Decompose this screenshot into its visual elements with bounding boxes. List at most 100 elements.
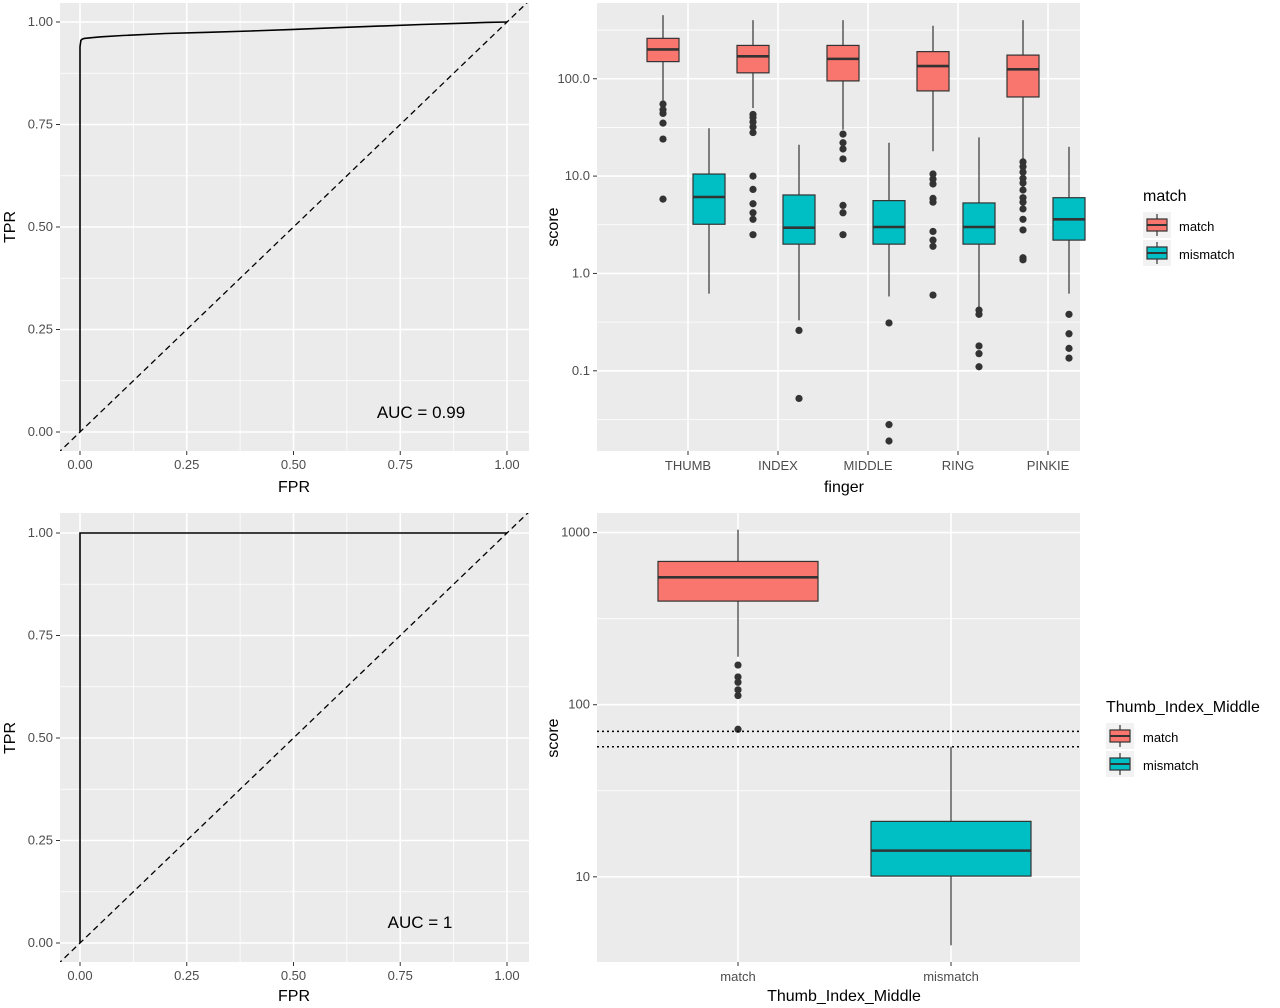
box-iqr (826, 44, 860, 82)
roc1-x-title: FPR (278, 479, 310, 496)
y-tick-label: 1.00 (28, 14, 53, 29)
boxplot-plot-area: 10 100 1000 match mismatch (561, 513, 1080, 984)
outlier-point (839, 130, 847, 138)
roc-chart-fingers: 0.00 0.25 0.50 0.75 1.00 0.00 0.25 0.50 0.75 1.00… (2, 3, 529, 496)
boxplot-chart-fingers: 0.1 1.0 10.0 100.0 THUMB INDEX MIDDLE RING PINKI… (545, 3, 1235, 496)
y-tick-label: 0.75 (28, 628, 53, 643)
x-tick-label: 0.50 (281, 968, 306, 983)
box-iqr (657, 560, 819, 602)
x-tick-label: 0.25 (174, 457, 199, 472)
legend1-title: match (1143, 188, 1187, 205)
outlier-point (1065, 354, 1073, 362)
outlier-point (885, 437, 893, 445)
x-tick-label: 0.75 (388, 457, 413, 472)
roc-chart-combined: 0.00 0.25 0.50 0.75 1.00 0.00 0.25 0.50 0.75 1.00… (2, 513, 529, 1005)
box-iqr (1006, 54, 1040, 98)
x-tick-label: MIDDLE (843, 458, 892, 473)
roc2-y-title: TPR (2, 722, 19, 754)
outlier-point (749, 118, 757, 126)
outlier-point (734, 678, 742, 686)
legend-thumb-index-middle: Thumb_Index_Middle match mismatch (1106, 699, 1260, 777)
legend-match: match match mismatch (1143, 188, 1235, 266)
x-tick-label: 1.00 (494, 968, 519, 983)
outlier-point (975, 350, 983, 358)
outlier-point (1019, 256, 1027, 264)
outlier-point (749, 185, 757, 194)
box-iqr (692, 173, 726, 225)
x-tick-label: 0.25 (174, 968, 199, 983)
outlier-point (659, 195, 667, 203)
outlier-point (749, 123, 757, 131)
y-tick-label: 1.00 (28, 525, 53, 540)
outlier-point (734, 691, 742, 700)
outlier-point (1065, 344, 1073, 352)
box-iqr (736, 44, 770, 74)
chance-diagonal-line (60, 3, 528, 451)
roc-plot-area: 0.00 0.25 0.50 0.75 1.00 0.00 0.25 0.50 0.75 1.00 (28, 513, 529, 983)
outlier-point (1019, 226, 1027, 234)
outlier-point (1019, 186, 1027, 194)
outlier-point (749, 231, 757, 239)
outlier-point (839, 201, 847, 210)
x-tick-label: PINKIE (1027, 458, 1070, 473)
outlier-point (749, 172, 757, 180)
x-tick-label: match (720, 969, 755, 984)
y-tick-label: 10 (576, 869, 590, 884)
y-tick-label: 0.00 (28, 424, 53, 439)
legend2-label-match: match (1143, 730, 1178, 745)
outlier-point (929, 291, 937, 299)
boxplot-chart-combined: 10 100 1000 match mismatch Thumb_Index_Middl… (545, 513, 1260, 1005)
y-tick-label: 1.0 (572, 265, 590, 280)
outlier-point (839, 139, 847, 147)
x-tick-label: 0.00 (67, 457, 92, 472)
outlier-point (1019, 205, 1027, 213)
y-tick-label: 100 (568, 697, 590, 712)
outlier-point (734, 661, 742, 669)
legend2-label-mismatch: mismatch (1143, 758, 1199, 773)
x-tick-label: 0.75 (388, 968, 413, 983)
outlier-point (929, 242, 937, 250)
outlier-point (1019, 179, 1027, 187)
outlier-point (795, 326, 803, 334)
outlier-point (929, 170, 937, 178)
roc2-x-title: FPR (278, 988, 310, 1005)
boxplot-plot-area: 0.1 1.0 10.0 100.0 THUMB INDEX MIDDLE RING PINKI… (557, 3, 1086, 473)
x-tick-label: THUMB (665, 458, 711, 473)
outlier-point (734, 686, 742, 694)
outlier-point (929, 236, 937, 244)
y-tick-label: 1000 (561, 525, 590, 540)
y-tick-label: 0.75 (28, 117, 53, 132)
outlier-point (839, 231, 847, 239)
y-tick-label: 100.0 (557, 71, 590, 86)
box2-y-title: score (545, 718, 562, 757)
outlier-point (659, 109, 667, 118)
outlier-point (929, 198, 937, 206)
box2-x-title: Thumb_Index_Middle (767, 988, 921, 1005)
outlier-point (885, 421, 893, 429)
outlier-point (1065, 330, 1073, 338)
outlier-point (1065, 310, 1073, 318)
x-tick-label: 1.00 (494, 457, 519, 472)
outlier-point (749, 215, 757, 223)
y-tick-label: 0.50 (28, 219, 53, 234)
outlier-point (1019, 168, 1027, 176)
box-iqr (962, 202, 996, 245)
box-iqr (782, 194, 816, 245)
outlier-point (749, 128, 757, 137)
outlier-point (659, 119, 667, 127)
outlier-point (975, 342, 983, 350)
box1-y-title: score (545, 207, 562, 246)
x-tick-label: 0.50 (281, 457, 306, 472)
legend1-keys (1143, 212, 1171, 266)
outlier-point (839, 155, 847, 163)
outlier-point (1019, 198, 1027, 206)
box-iqr (870, 820, 1032, 877)
roc1-y-title: TPR (2, 211, 19, 243)
y-tick-label: 0.00 (28, 935, 53, 950)
legend1-label-match: match (1179, 219, 1214, 234)
x-tick-label: INDEX (758, 458, 798, 473)
outlier-point (885, 319, 893, 327)
outlier-point (929, 227, 937, 236)
outlier-point (734, 725, 742, 733)
